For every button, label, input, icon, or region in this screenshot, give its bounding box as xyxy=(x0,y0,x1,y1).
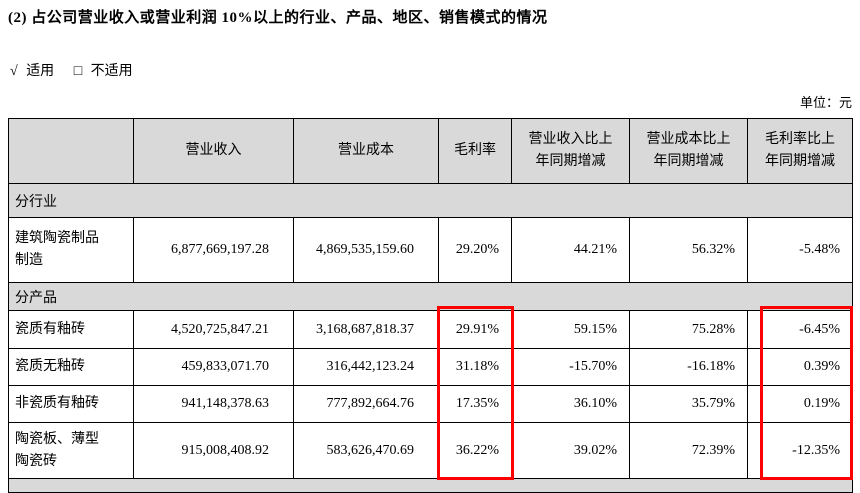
applicable-label: 适用 xyxy=(26,64,55,79)
revenue-cell: 6,877,669,197.28 xyxy=(133,217,294,283)
gross-margin-cell: 36.22% xyxy=(438,422,512,479)
header-gross-margin-yoy: 毛利率比上 年同期增减 xyxy=(747,118,853,184)
revenue-yoy-cell: -15.70% xyxy=(511,348,630,386)
clipped-section-cell xyxy=(8,478,853,493)
cost-yoy-cell: 72.39% xyxy=(629,422,748,479)
gross-margin-yoy-cell: 0.19% xyxy=(747,385,853,423)
revenue-yoy-cell: 39.02% xyxy=(511,422,630,479)
table-row: 非瓷质有釉砖 941,148,378.63 777,892,664.76 17.… xyxy=(8,385,853,423)
gross-margin-yoy-cell: -6.45% xyxy=(747,310,853,349)
cost-yoy-cell: 75.28% xyxy=(629,310,748,349)
header-gross-margin: 毛利率 xyxy=(438,118,512,184)
table-row: 建筑陶瓷制品 制造 6,877,669,197.28 4,869,535,159… xyxy=(8,217,853,283)
revenue-yoy-cell: 59.15% xyxy=(511,310,630,349)
revenue-yoy-cell: 36.10% xyxy=(511,385,630,423)
check-mark-icon: √ xyxy=(10,64,18,79)
row-label-cell: 瓷质有釉砖 xyxy=(8,310,134,349)
cost-yoy-cell: 56.32% xyxy=(629,217,748,283)
segment-table: 营业收入 营业成本 毛利率 营业收入比上 年同期增减 营业成本比上 年同期增减 … xyxy=(8,118,853,493)
gross-margin-cell: 17.35% xyxy=(438,385,512,423)
not-applicable-label: 不适用 xyxy=(90,64,133,79)
revenue-cell: 459,833,071.70 xyxy=(133,348,294,386)
gross-margin-yoy-cell: -12.35% xyxy=(747,422,853,479)
table-row: 陶瓷板、薄型 陶瓷砖 915,008,408.92 583,626,470.69… xyxy=(8,422,853,479)
cost-cell: 777,892,664.76 xyxy=(293,385,439,423)
gross-margin-yoy-cell: 0.39% xyxy=(747,348,853,386)
revenue-cell: 915,008,408.92 xyxy=(133,422,294,479)
gross-margin-cell: 31.18% xyxy=(438,348,512,386)
unit-label: 单位：元 xyxy=(799,95,852,110)
applicability-line: √ 适用 □ 不适用 xyxy=(10,60,133,80)
cost-cell: 3,168,687,818.37 xyxy=(293,310,439,349)
header-revenue-yoy: 营业收入比上 年同期增减 xyxy=(511,118,630,184)
row-label-cell: 建筑陶瓷制品 制造 xyxy=(8,217,134,283)
gross-margin-cell: 29.20% xyxy=(438,217,512,283)
clipped-section-row xyxy=(8,478,853,493)
section-row-industry: 分行业 xyxy=(8,183,853,218)
cost-cell: 4,869,535,159.60 xyxy=(293,217,439,283)
header-cost-yoy: 营业成本比上 年同期增减 xyxy=(629,118,748,184)
row-label-cell: 瓷质无釉砖 xyxy=(8,348,134,386)
revenue-cell: 941,148,378.63 xyxy=(133,385,294,423)
cost-cell: 316,442,123.24 xyxy=(293,348,439,386)
section-title: (2) 占公司营业收入或营业利润 10%以上的行业、产品、地区、销售模式的情况 xyxy=(8,10,548,26)
header-row: 营业收入 营业成本 毛利率 营业收入比上 年同期增减 营业成本比上 年同期增减 … xyxy=(8,118,853,184)
row-label-cell: 陶瓷板、薄型 陶瓷砖 xyxy=(8,422,134,479)
header-category xyxy=(8,118,134,184)
gross-margin-cell: 29.91% xyxy=(438,310,512,349)
revenue-yoy-cell: 44.21% xyxy=(511,217,630,283)
empty-checkbox-icon: □ xyxy=(73,64,83,79)
section-label: 分行业 xyxy=(8,183,853,218)
header-revenue: 营业收入 xyxy=(133,118,294,184)
cost-yoy-cell: -16.18% xyxy=(629,348,748,386)
table-row: 瓷质有釉砖 4,520,725,847.21 3,168,687,818.37 … xyxy=(8,310,853,349)
row-label-cell: 非瓷质有釉砖 xyxy=(8,385,134,423)
table-row: 瓷质无釉砖 459,833,071.70 316,442,123.24 31.1… xyxy=(8,348,853,386)
section-row-product: 分产品 xyxy=(8,282,853,311)
gross-margin-yoy-cell: -5.48% xyxy=(747,217,853,283)
revenue-cell: 4,520,725,847.21 xyxy=(133,310,294,349)
header-cost: 营业成本 xyxy=(293,118,439,184)
section-label: 分产品 xyxy=(8,282,853,311)
cost-cell: 583,626,470.69 xyxy=(293,422,439,479)
cost-yoy-cell: 35.79% xyxy=(629,385,748,423)
